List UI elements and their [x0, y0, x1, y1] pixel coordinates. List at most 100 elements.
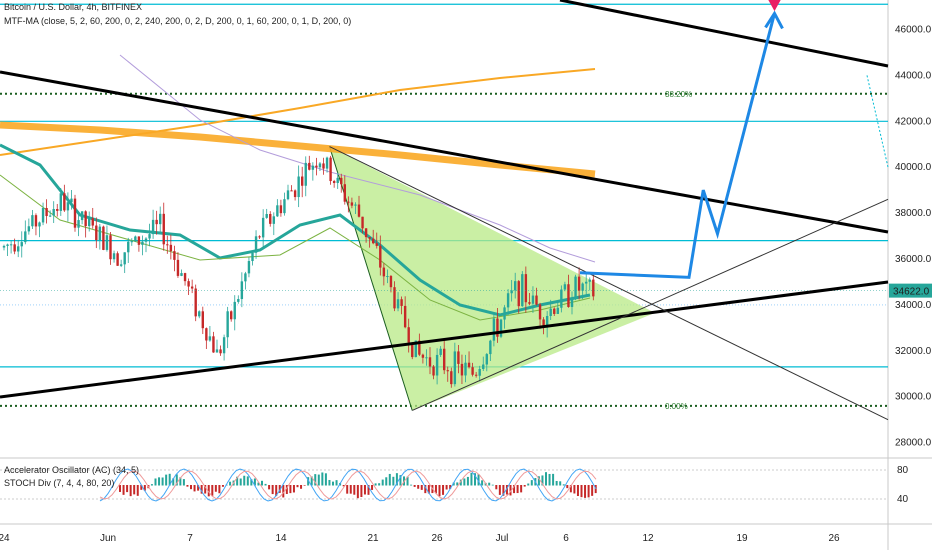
candle-body	[215, 349, 219, 353]
ac-histogram-bar	[541, 475, 544, 486]
ac-histogram-bar	[165, 474, 168, 486]
axes: 46000.0 44000.0 42000.0 40000.0 38000.0 36000…	[0, 25, 932, 544]
ac-histogram-bar	[303, 485, 306, 486]
candle-body	[556, 307, 559, 314]
candle-body	[183, 273, 187, 282]
candle-body	[372, 238, 375, 244]
stoch-d-line	[99, 470, 597, 500]
candle-body	[198, 311, 201, 317]
candle-body	[382, 267, 386, 277]
ac-histogram-bar	[236, 476, 239, 486]
ac-histogram-bar	[218, 485, 221, 494]
ac-histogram-bar	[257, 482, 260, 486]
ac-histogram-bar	[449, 485, 452, 489]
candle-body	[88, 218, 91, 227]
stoch-k-line	[99, 468, 597, 502]
ac-histogram-bar	[488, 482, 491, 486]
ac-histogram-bar	[200, 485, 203, 494]
oscillator-pane	[0, 468, 888, 502]
ac-histogram-bar	[243, 475, 246, 486]
candle-body	[389, 276, 393, 288]
ac-histogram-bar	[406, 476, 409, 486]
ac-histogram-bar	[246, 476, 249, 486]
candle-body	[396, 299, 400, 309]
ac-histogram-bar	[520, 485, 523, 493]
candle-body	[357, 204, 361, 217]
candle-body	[240, 281, 244, 300]
ac-histogram-bar	[445, 485, 448, 490]
ac-histogram-bar	[559, 481, 562, 486]
ac-histogram-bar	[505, 485, 508, 495]
candle-body	[70, 198, 73, 203]
triangle-edge	[329, 146, 413, 411]
ac-histogram-bar	[332, 481, 334, 486]
candle-body	[428, 357, 432, 367]
candle-body	[549, 308, 552, 316]
ac-histogram-bar	[438, 485, 441, 497]
candle-body	[581, 283, 584, 291]
time-tick-label: 19	[736, 533, 748, 544]
time-tick-label: 14	[275, 533, 287, 544]
candle-body	[435, 354, 439, 376]
candle-body	[592, 279, 595, 297]
candle-body	[318, 163, 322, 168]
candle-body	[219, 349, 222, 354]
ac-histogram-bar	[477, 474, 480, 486]
ac-histogram-bar	[388, 473, 391, 486]
ac-histogram-bar	[420, 485, 423, 490]
ac-histogram-bar	[271, 485, 274, 495]
ac-histogram-bar	[285, 485, 288, 494]
oscillator-tick-label: 80	[897, 465, 909, 476]
stoch-indicator-label: STOCH Div (7, 4, 4, 80, 20)	[4, 478, 115, 488]
candle-body	[308, 162, 311, 170]
candle-body	[13, 244, 16, 252]
candle-body	[269, 213, 272, 224]
candle-body	[577, 276, 581, 291]
candle-body	[364, 228, 368, 238]
candle-body	[496, 318, 499, 337]
candle-body	[478, 368, 481, 376]
ac-histogram-bar	[317, 474, 320, 486]
candle-body	[34, 215, 38, 227]
target-marker	[768, 0, 781, 12]
ac-histogram-bar	[523, 485, 526, 487]
candle-body	[567, 284, 570, 307]
ac-histogram-bar	[516, 485, 519, 494]
candle-body	[144, 238, 148, 242]
candle-body	[102, 226, 105, 250]
price-tick-label: 36000.0	[895, 254, 932, 265]
candle-body	[261, 217, 265, 238]
time-tick-label: 26	[431, 533, 443, 544]
candle-body	[386, 276, 389, 278]
ac-histogram-bar	[434, 485, 437, 494]
time-tick-label: Jun	[100, 533, 116, 544]
ac-histogram-bar	[175, 474, 178, 486]
ac-histogram-bar	[417, 485, 420, 489]
candle-body	[432, 366, 435, 376]
ac-histogram-bar	[548, 473, 551, 486]
price-tick-label: 46000.0	[895, 25, 932, 36]
fib-level-label: 38.20%	[665, 90, 692, 99]
price-tick-label: 34000.0	[895, 300, 932, 311]
ac-histogram-bar	[442, 485, 445, 495]
ac-histogram-bar	[133, 485, 136, 495]
candle-body	[542, 319, 545, 328]
ac-histogram-bar	[158, 477, 161, 486]
candle-body	[421, 354, 425, 358]
ac-histogram-bar	[314, 474, 317, 486]
candle-body	[297, 176, 300, 198]
daily-ma-thick	[0, 121, 596, 178]
candle-body	[517, 281, 520, 307]
ac-histogram-bar	[576, 485, 579, 497]
ac-histogram-bar	[307, 477, 310, 486]
ac-histogram-bar	[349, 485, 352, 494]
ac-histogram-bar	[413, 485, 416, 487]
ac-histogram-bar	[190, 485, 192, 490]
ac-histogram-bar	[502, 485, 505, 496]
ac-histogram-bar	[179, 477, 182, 486]
ac-histogram-bar	[186, 485, 189, 487]
ac-histogram-bar	[239, 478, 242, 486]
candle-body	[194, 288, 197, 317]
ac-histogram-bar	[278, 485, 281, 493]
candle-body	[286, 190, 290, 200]
